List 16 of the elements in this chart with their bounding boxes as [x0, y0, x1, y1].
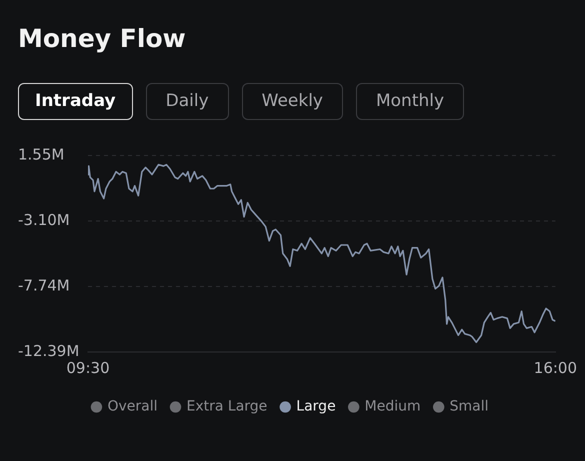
legend-label: Small [450, 398, 489, 415]
text: Monthly [356, 83, 464, 120]
legend-label: Overall [107, 398, 158, 415]
text: Intraday [18, 83, 133, 120]
y-tick-label: -7.74M [18, 276, 70, 294]
legend-label: Extra Large [186, 398, 268, 415]
y-tick-label: -3.10M [18, 210, 70, 229]
y-tick-label: 1.55M [18, 145, 64, 164]
text: Weekly [242, 83, 343, 120]
x-tick-label: 09:30 [66, 358, 110, 377]
chart-title: Money Flow [18, 24, 186, 53]
x-tick-label: 16:00 [534, 358, 578, 377]
text: Daily [146, 83, 229, 120]
legend-label: Medium [364, 398, 421, 415]
y-tick-label: -12.39M [18, 342, 80, 360]
legend-label: Large [296, 398, 336, 415]
